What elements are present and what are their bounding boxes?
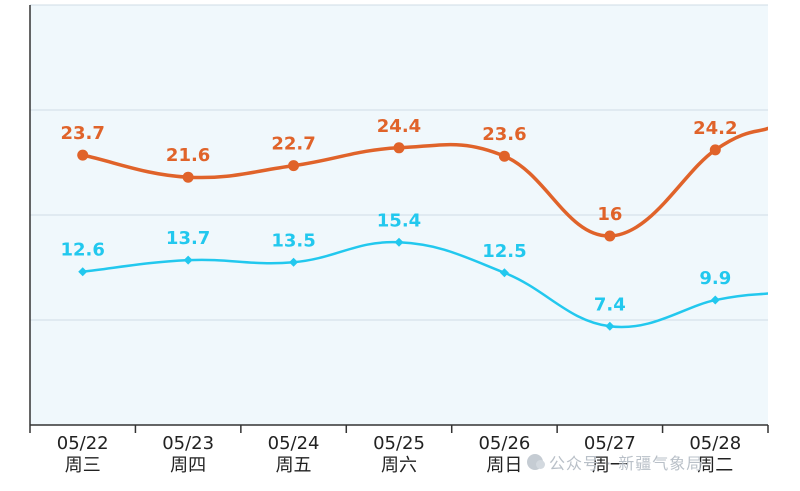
x-tick-label-date: 05/27	[584, 433, 636, 454]
data-point	[709, 144, 721, 156]
data-point	[289, 257, 299, 267]
x-tick-label-weekday: 周日	[486, 455, 522, 476]
data-label: 13.5	[271, 230, 315, 251]
x-tick-label-date: 05/22	[57, 433, 109, 454]
x-tick-label-weekday: 周四	[170, 455, 206, 476]
data-point	[78, 267, 88, 277]
data-label: 13.7	[166, 228, 210, 249]
data-point	[499, 268, 509, 278]
data-label: 23.6	[482, 124, 526, 145]
data-point	[710, 295, 720, 305]
x-tick-label-weekday: 周五	[276, 455, 312, 476]
x-tick-label-date: 05/26	[478, 433, 530, 454]
data-point	[498, 150, 510, 162]
data-label: 12.6	[61, 240, 105, 261]
data-point	[393, 142, 405, 154]
data-point	[288, 160, 300, 172]
data-label: 15.4	[377, 210, 421, 231]
x-tick-label-weekday: 周一	[592, 455, 628, 476]
data-label: 7.4	[594, 294, 626, 315]
x-tick-label-weekday: 周二	[697, 455, 733, 476]
x-tick-label-date: 05/25	[373, 433, 425, 454]
data-label: 9.9	[699, 268, 731, 289]
x-tick-label-date: 05/23	[162, 433, 214, 454]
data-label: 21.6	[166, 145, 210, 166]
x-tick-label-date: 05/28	[689, 433, 741, 454]
x-tick-label-date: 05/24	[268, 433, 320, 454]
data-label: 22.7	[271, 134, 315, 155]
watermark-text: 公众号 · 新疆气象局	[549, 454, 704, 473]
watermark: 公众号 · 新疆气象局	[527, 450, 703, 474]
data-point	[183, 255, 193, 265]
x-tick-label-weekday: 周六	[381, 455, 417, 476]
data-point	[394, 237, 404, 247]
x-tick-label-weekday: 周三	[65, 455, 101, 476]
series-line-1	[82, 126, 768, 238]
wechat-icon	[527, 454, 545, 470]
data-label: 12.5	[482, 241, 526, 262]
data-point	[77, 149, 89, 161]
data-label: 23.7	[61, 123, 105, 144]
data-label: 24.4	[377, 116, 421, 137]
data-point	[604, 230, 616, 242]
data-label: 24.2	[693, 118, 737, 139]
data-point	[182, 171, 194, 183]
data-label: 16	[597, 204, 622, 225]
data-point	[605, 321, 615, 331]
